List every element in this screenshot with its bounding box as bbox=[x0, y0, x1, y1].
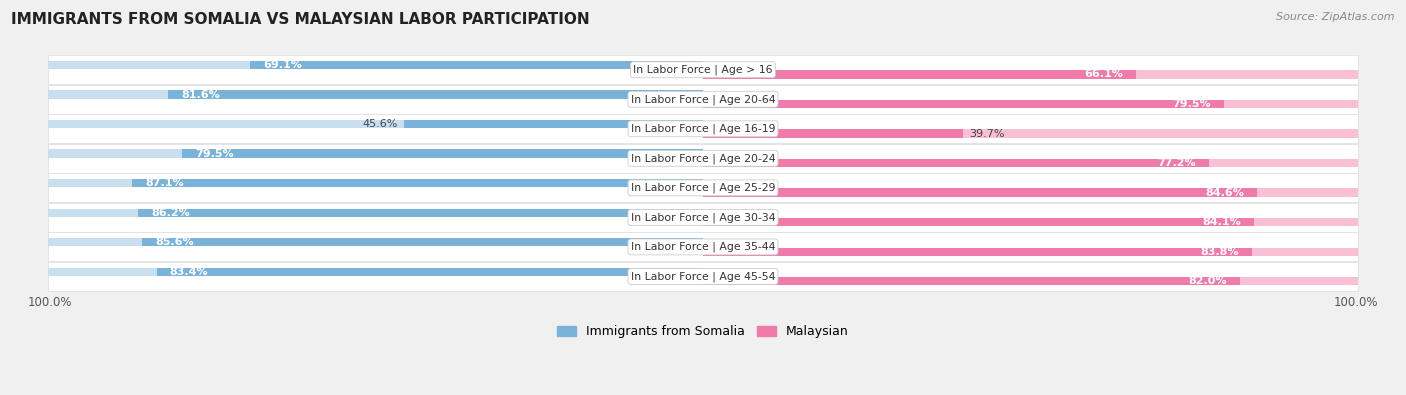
Text: 85.6%: 85.6% bbox=[155, 237, 194, 247]
Bar bbox=[48, 203, 1358, 232]
Bar bbox=[703, 159, 1358, 167]
Text: 39.7%: 39.7% bbox=[970, 128, 1005, 139]
Text: In Labor Force | Age 20-24: In Labor Force | Age 20-24 bbox=[631, 153, 775, 164]
Text: 82.0%: 82.0% bbox=[1188, 276, 1227, 286]
Bar bbox=[48, 120, 703, 128]
Text: 100.0%: 100.0% bbox=[1333, 295, 1378, 308]
Bar bbox=[703, 159, 1209, 167]
Text: 81.6%: 81.6% bbox=[181, 90, 221, 100]
Bar bbox=[703, 70, 1136, 79]
Text: Source: ZipAtlas.com: Source: ZipAtlas.com bbox=[1277, 12, 1395, 22]
Bar bbox=[703, 248, 1358, 256]
Text: In Labor Force | Age 25-29: In Labor Force | Age 25-29 bbox=[631, 182, 775, 193]
Text: 45.6%: 45.6% bbox=[363, 119, 398, 129]
Bar bbox=[48, 114, 1358, 143]
Bar bbox=[703, 277, 1358, 285]
Bar bbox=[48, 55, 1358, 84]
Bar bbox=[703, 100, 1358, 108]
Bar bbox=[48, 238, 703, 246]
Text: 84.6%: 84.6% bbox=[1205, 188, 1244, 198]
Bar bbox=[48, 144, 1358, 173]
Bar bbox=[48, 149, 703, 158]
Bar bbox=[48, 61, 703, 69]
Bar bbox=[48, 232, 1358, 261]
Bar bbox=[48, 267, 703, 276]
Bar bbox=[703, 248, 1253, 256]
Text: In Labor Force | Age > 16: In Labor Force | Age > 16 bbox=[633, 64, 773, 75]
Text: In Labor Force | Age 16-19: In Labor Force | Age 16-19 bbox=[631, 124, 775, 134]
Text: In Labor Force | Age 30-34: In Labor Force | Age 30-34 bbox=[631, 212, 775, 223]
Text: 79.5%: 79.5% bbox=[1173, 99, 1211, 109]
Bar bbox=[250, 61, 703, 69]
Text: 100.0%: 100.0% bbox=[28, 295, 73, 308]
Bar bbox=[703, 130, 963, 138]
Bar bbox=[48, 262, 1358, 291]
Bar bbox=[48, 173, 1358, 202]
Bar bbox=[156, 267, 703, 276]
Bar bbox=[703, 130, 1358, 138]
Bar bbox=[703, 277, 1240, 285]
Bar bbox=[132, 179, 703, 187]
Text: IMMIGRANTS FROM SOMALIA VS MALAYSIAN LABOR PARTICIPATION: IMMIGRANTS FROM SOMALIA VS MALAYSIAN LAB… bbox=[11, 12, 591, 27]
Bar bbox=[48, 209, 703, 217]
Text: In Labor Force | Age 45-54: In Labor Force | Age 45-54 bbox=[631, 271, 775, 282]
Bar bbox=[142, 238, 703, 246]
Text: 84.1%: 84.1% bbox=[1202, 217, 1241, 227]
Bar bbox=[138, 209, 703, 217]
Text: 79.5%: 79.5% bbox=[195, 149, 233, 159]
Legend: Immigrants from Somalia, Malaysian: Immigrants from Somalia, Malaysian bbox=[553, 320, 853, 343]
Bar bbox=[48, 90, 703, 99]
Text: 83.4%: 83.4% bbox=[170, 267, 208, 277]
Bar bbox=[703, 218, 1358, 226]
Text: In Labor Force | Age 35-44: In Labor Force | Age 35-44 bbox=[631, 242, 775, 252]
Bar bbox=[703, 100, 1223, 108]
Bar bbox=[703, 70, 1358, 79]
Bar bbox=[703, 218, 1254, 226]
Bar bbox=[169, 90, 703, 99]
Bar bbox=[183, 149, 703, 158]
Text: 87.1%: 87.1% bbox=[145, 178, 184, 188]
Text: 86.2%: 86.2% bbox=[152, 208, 190, 218]
Bar bbox=[703, 188, 1358, 197]
Text: 77.2%: 77.2% bbox=[1157, 158, 1195, 168]
Bar bbox=[703, 188, 1257, 197]
Bar bbox=[48, 85, 1358, 114]
Text: 83.8%: 83.8% bbox=[1201, 246, 1239, 257]
Bar bbox=[404, 120, 703, 128]
Text: In Labor Force | Age 20-64: In Labor Force | Age 20-64 bbox=[631, 94, 775, 105]
Text: 69.1%: 69.1% bbox=[263, 60, 302, 70]
Bar bbox=[48, 179, 703, 187]
Text: 66.1%: 66.1% bbox=[1084, 70, 1123, 79]
